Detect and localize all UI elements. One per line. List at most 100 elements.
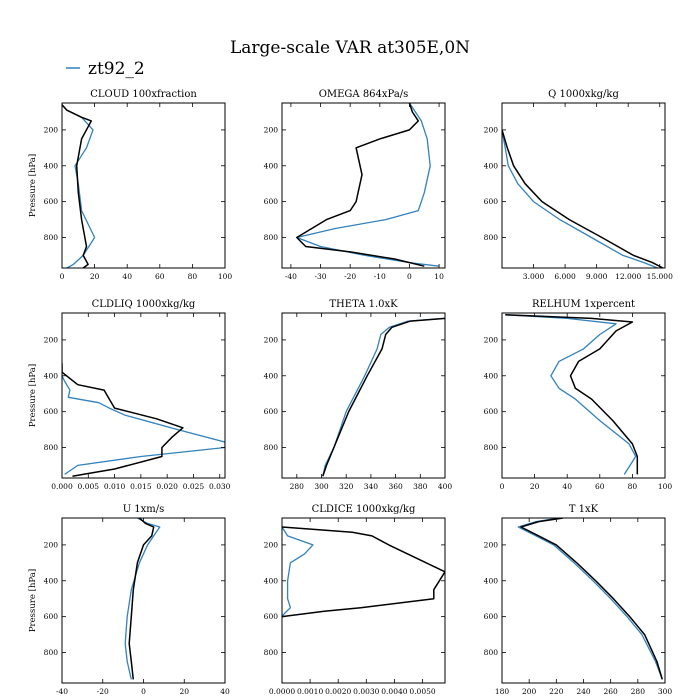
series-group — [124, 518, 161, 680]
x-tick-label: 80 — [188, 272, 198, 281]
x-tick-label: 0.0030 — [353, 687, 379, 696]
x-tick-label: 240 — [576, 687, 591, 696]
y-tick-label: 800 — [44, 648, 59, 657]
y-tick-label: 400 — [484, 371, 499, 380]
series-line-reference — [322, 317, 445, 477]
y-tick-label: 200 — [264, 540, 279, 549]
x-tick-label: 0 — [500, 482, 505, 491]
x-tick-label: 20 — [179, 687, 189, 696]
series-group — [282, 526, 445, 618]
x-tick-label: 0.005 — [78, 482, 100, 491]
panel-7: CLDICE 1000xkg/kg 0.0000 0.0010 0.0020 0.003… — [264, 504, 446, 696]
x-tick-label: 0.0010 — [297, 687, 323, 696]
x-tick-label: 80 — [628, 482, 638, 491]
series-line-zt92_2 — [505, 314, 637, 475]
y-tick-label: 200 — [44, 335, 59, 344]
series-line-zt92_2 — [282, 526, 314, 618]
y-tick-label: 600 — [264, 407, 279, 416]
panel-title: U 1xm/s — [123, 504, 165, 515]
x-tick-label: 40 — [220, 687, 230, 696]
x-tick-label: 0.015 — [130, 482, 152, 491]
series-group — [502, 129, 664, 268]
panel-title: OMEGA 864xPa/s — [319, 89, 409, 100]
x-tick-label: 320 — [339, 482, 354, 491]
x-tick-label: 15.000 — [647, 272, 673, 281]
panel-title: THETA 1.0xK — [329, 299, 398, 310]
x-tick-label: -20 — [97, 687, 109, 696]
y-tick-label: 400 — [484, 161, 499, 170]
panel-5: RELHUM 1xpercent 0 20 40 60 80 100 200 400 600 800 — [484, 299, 673, 491]
y-tick-label: 600 — [484, 407, 499, 416]
x-tick-label: 0 — [407, 272, 412, 281]
series-line-reference — [62, 363, 184, 477]
y-tick-label: 200 — [264, 335, 279, 344]
x-tick-label: 9.000 — [586, 272, 608, 281]
x-tick-label: 0.010 — [104, 482, 126, 491]
x-tick-label: -10 — [374, 272, 386, 281]
y-tick-label: 600 — [264, 612, 279, 621]
y-tick-label: 200 — [484, 540, 499, 549]
x-tick-label: 180 — [495, 687, 510, 696]
x-tick-label: 260 — [604, 687, 619, 696]
y-tick-label: 800 — [264, 443, 279, 452]
x-tick-label: 300 — [658, 687, 673, 696]
series-line-reference — [505, 314, 639, 475]
panel-title: CLDICE 1000xkg/kg — [312, 504, 416, 515]
y-tick-label: 400 — [264, 161, 279, 170]
y-tick-label: 800 — [264, 648, 279, 657]
series-line-reference — [296, 103, 425, 267]
x-tick-label: 220 — [549, 687, 564, 696]
series-group — [62, 104, 96, 268]
series-group — [517, 518, 664, 680]
series-line-zt92_2 — [124, 518, 161, 680]
figure-title: Large-scale VAR at305E,0N — [230, 38, 470, 58]
panel-6: U 1xm/s -40 -20 0 20 40 200 400 600 800 Pressure [… — [28, 504, 230, 696]
y-tick-label: 800 — [44, 443, 59, 452]
x-tick-label: 380 — [413, 482, 428, 491]
panel-title: RELHUM 1xpercent — [532, 299, 635, 310]
x-tick-label: 0 — [141, 687, 146, 696]
plot-frame — [281, 517, 446, 684]
y-tick-label: 400 — [44, 576, 59, 585]
y-axis-label: Pressure [hPa] — [28, 364, 38, 427]
series-line-zt92_2 — [62, 366, 225, 475]
y-tick-label: 800 — [484, 233, 499, 242]
panel-title: CLDLIQ 1000xkg/kg — [92, 299, 196, 310]
plot-frame — [281, 312, 446, 479]
y-tick-label: 400 — [44, 371, 59, 380]
y-axis-label: Pressure [hPa] — [28, 569, 38, 632]
y-tick-label: 200 — [44, 125, 59, 134]
x-tick-label: 100 — [658, 482, 673, 491]
y-tick-label: 400 — [484, 576, 499, 585]
x-tick-label: 200 — [522, 687, 537, 696]
x-tick-label: 12.000 — [615, 272, 641, 281]
series-group — [296, 103, 440, 267]
y-tick-label: 800 — [44, 233, 59, 242]
x-tick-label: 0.0050 — [409, 687, 435, 696]
y-tick-label: 800 — [484, 648, 499, 657]
series-group — [505, 314, 639, 475]
x-tick-label: 400 — [438, 482, 453, 491]
y-tick-label: 600 — [264, 197, 279, 206]
series-line-reference — [128, 518, 155, 680]
y-tick-label: 200 — [44, 540, 59, 549]
y-tick-label: 800 — [484, 443, 499, 452]
y-tick-label: 600 — [44, 197, 59, 206]
x-tick-label: 0.0040 — [381, 687, 407, 696]
x-tick-label: 280 — [290, 482, 305, 491]
x-tick-label: 0.020 — [156, 482, 178, 491]
panel-2: Q 1000xkg/kg 3.000 6.000 9.000 12.000 15.000 2… — [484, 89, 673, 281]
x-tick-label: 40 — [562, 482, 572, 491]
y-tick-label: 800 — [264, 233, 279, 242]
x-tick-label: 3.000 — [523, 272, 545, 281]
x-tick-label: 60 — [155, 272, 165, 281]
x-tick-label: -40 — [285, 272, 297, 281]
series-line-zt92_2 — [517, 518, 663, 680]
plot-frame — [61, 312, 226, 479]
x-tick-label: 6.000 — [554, 272, 576, 281]
x-tick-label: 20 — [530, 482, 540, 491]
x-tick-label: 40 — [122, 272, 132, 281]
panel-0: CLOUD 100xfraction 0 20 40 60 80 100 200 400 600 8… — [28, 89, 232, 281]
y-tick-label: 200 — [264, 125, 279, 134]
